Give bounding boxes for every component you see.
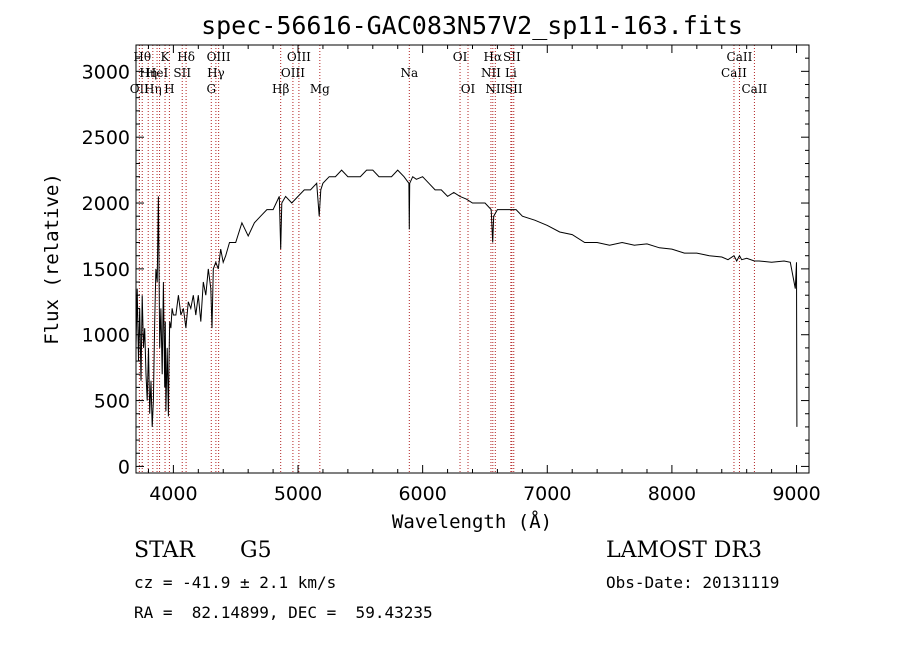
object-type: STAR — [134, 538, 195, 563]
spectral-line-label: CaII — [721, 66, 747, 80]
spectral-line-label: Li — [505, 66, 517, 80]
spectral-line-label: HeI — [146, 66, 169, 80]
observation-date: Obs-Date: 20131119 — [606, 573, 780, 592]
y-tick-label: 2500 — [82, 127, 130, 149]
survey-name: LAMOST DR3 — [606, 538, 762, 563]
spectral-line-label: Hγ — [207, 66, 225, 80]
x-tick-label: 8000 — [648, 483, 696, 505]
y-axis-label: Flux (relative) — [41, 173, 63, 345]
axis-ticks-layer: 4000 5000 6000 7000 8000 9000 0 500 1000 1500 2000… — [82, 45, 821, 505]
spectral-line-label: OIII — [287, 50, 311, 64]
spectral-line-label: H — [164, 82, 174, 96]
y-tick-label: 500 — [94, 391, 130, 413]
plot-frame — [135, 44, 810, 474]
chart-title: spec-56616-GAC083N57V2_sp11-163.fits — [201, 11, 743, 40]
y-tick-label: 3000 — [82, 61, 130, 83]
x-tick-label: 6000 — [398, 483, 446, 505]
spectral-line-label: OI — [453, 50, 468, 64]
spectral-line-label: SII — [173, 66, 191, 80]
spectral-line-label: OIII — [207, 50, 231, 64]
spectral-line-label: SII — [505, 82, 523, 96]
y-tick-label: 1500 — [82, 259, 130, 281]
spectral-line-label: OII — [130, 82, 150, 96]
flux-series-line — [135, 169, 798, 427]
ra-dec: RA = 82.14899, DEC = 59.43235 — [134, 603, 433, 622]
spectral-line-label: NII — [485, 82, 505, 96]
spectral-lines-layer: OIIHθHηHηHeIH8KHSIIHδGHγOIIIHβOIIIOIIIMg… — [130, 0, 768, 473]
spectral-line-label: Na — [400, 66, 418, 80]
spectral-line-label: Mg — [310, 82, 330, 96]
spectral-line-label: H8 — [151, 0, 169, 3]
spectral-line-label: SII — [503, 50, 521, 64]
x-tick-label: 4000 — [149, 483, 197, 505]
spectral-line-label: CaII — [741, 82, 767, 96]
spectral-line-label: CaII — [727, 50, 753, 64]
spectral-line-label: NII — [481, 66, 501, 80]
y-tick-label: 1000 — [82, 325, 130, 347]
y-tick-label: 0 — [118, 456, 130, 478]
spectral-line-label: OIII — [281, 66, 305, 80]
x-axis-label: Wavelength (Å) — [392, 510, 552, 533]
spectral-line-label: K — [161, 50, 171, 64]
spectral-line-label: Hη — [144, 82, 162, 96]
spectral-subclass: G5 — [240, 538, 272, 563]
x-tick-label: 9000 — [772, 483, 820, 505]
x-tick-label: 7000 — [523, 483, 571, 505]
spectral-line-label: Hα — [484, 50, 503, 64]
x-tick-label: 5000 — [274, 483, 322, 505]
y-tick-label: 2000 — [82, 193, 130, 215]
spectral-line-label: G — [206, 82, 216, 96]
spectral-line-label: OI — [461, 82, 476, 96]
spectral-line-label: Hβ — [272, 82, 289, 96]
redshift-cz: cz = -41.9 ± 2.1 km/s — [134, 573, 337, 592]
spectral-line-label: Hθ — [133, 50, 151, 64]
spectral-line-label: Hδ — [177, 50, 195, 64]
